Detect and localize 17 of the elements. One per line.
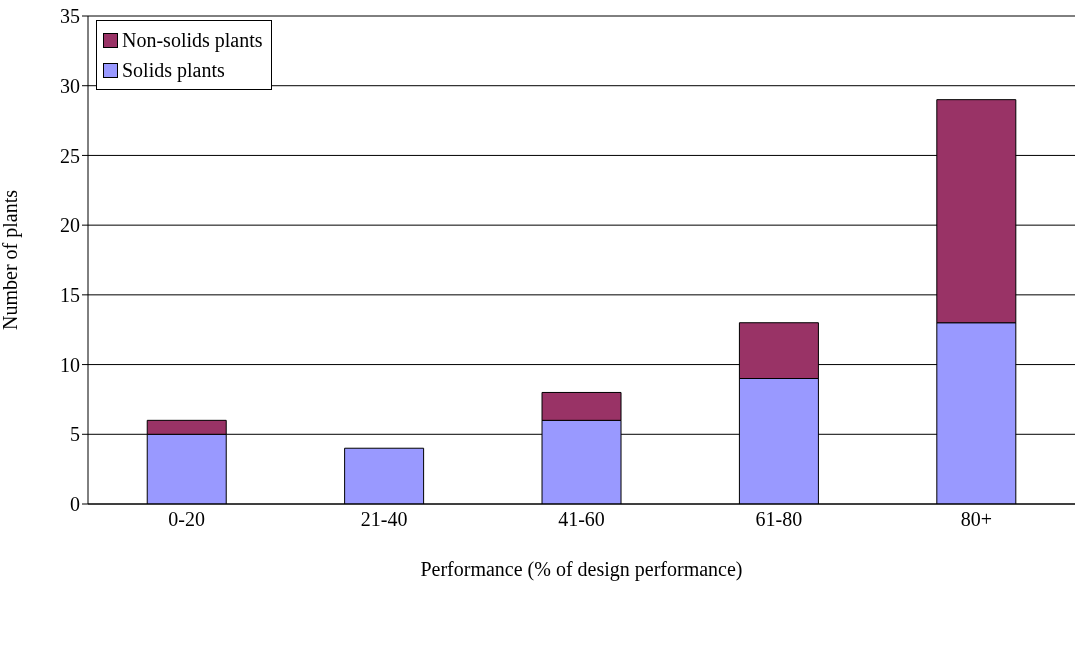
y-tick-label: 0: [70, 493, 80, 516]
x-tick-label: 80+: [960, 508, 992, 531]
y-tick-label: 25: [60, 144, 80, 167]
x-axis-title: Performance (% of design performance): [420, 558, 743, 581]
y-tick-label: 20: [60, 214, 80, 237]
x-tick-label: 61-80: [755, 508, 803, 531]
x-tick-label: 41-60: [558, 508, 605, 531]
legend-label: Solids plants: [122, 58, 225, 84]
y-tick-label: 10: [60, 353, 80, 376]
y-tick-label: 5: [70, 423, 80, 446]
legend-label: Non-solids plants: [122, 28, 263, 54]
x-tick-label: 21-40: [360, 508, 408, 531]
y-tick-label: 30: [60, 74, 80, 97]
y-tick-label: 35: [60, 5, 80, 28]
x-tick-label: 0-20: [168, 508, 206, 531]
y-tick-label: 15: [60, 283, 80, 306]
y-axis-title: Number of plants: [0, 189, 23, 330]
